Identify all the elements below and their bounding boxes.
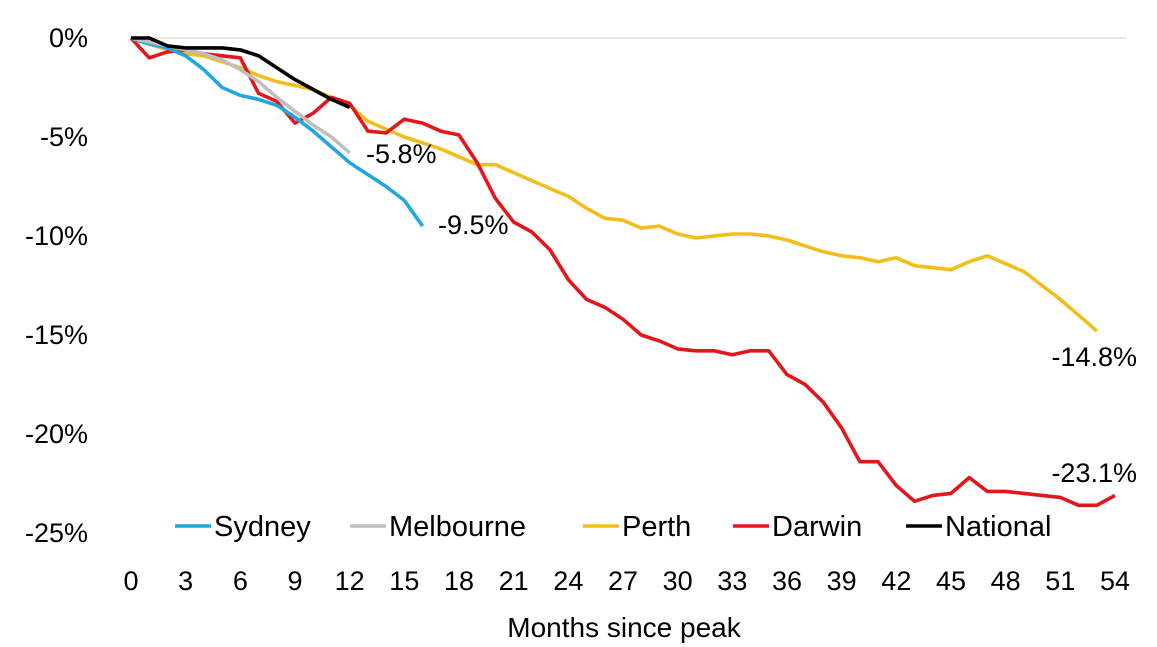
x-tick-label: 12 xyxy=(335,566,365,596)
legend-label-sydney: Sydney xyxy=(214,511,311,543)
x-tick-label: 24 xyxy=(553,566,583,596)
y-tick-label: -15% xyxy=(25,320,88,350)
y-tick-label: -10% xyxy=(25,221,88,251)
end-labels: -9.5% -5.8% -14.8% -23.1% xyxy=(366,139,1137,488)
x-tick-label: 48 xyxy=(991,566,1021,596)
legend: Sydney Melbourne Perth Darwin National xyxy=(175,511,1051,543)
y-tick-label: 0% xyxy=(49,23,88,53)
x-axis-ticks: 0 3 6 9 12 15 18 21 24 27 30 33 36 39 42 45 48 51 54 xyxy=(123,566,1130,596)
x-tick-label: 45 xyxy=(936,566,966,596)
x-tick-label: 54 xyxy=(1100,566,1130,596)
x-tick-label: 9 xyxy=(287,566,302,596)
series-line-perth xyxy=(130,36,1098,333)
legend-label-melbourne: Melbourne xyxy=(389,511,526,543)
y-tick-label: -20% xyxy=(25,419,88,449)
end-label-melbourne: -5.8% xyxy=(366,139,437,169)
series-line-sydney xyxy=(130,36,425,228)
end-label-perth: -14.8% xyxy=(1051,342,1137,372)
x-tick-label: 30 xyxy=(663,566,693,596)
y-tick-label: -5% xyxy=(40,122,88,152)
x-tick-label: 3 xyxy=(178,566,193,596)
x-tick-label: 0 xyxy=(123,566,138,596)
x-tick-label: 42 xyxy=(881,566,911,596)
x-tick-label: 36 xyxy=(772,566,802,596)
y-tick-label: -25% xyxy=(25,518,88,548)
x-tick-label: 21 xyxy=(499,566,529,596)
legend-label-perth: Perth xyxy=(622,511,691,543)
x-axis-title: Months since peak xyxy=(507,612,741,643)
legend-label-darwin: Darwin xyxy=(772,511,862,543)
x-tick-label: 33 xyxy=(717,566,747,596)
x-tick-label: 6 xyxy=(233,566,248,596)
end-label-sydney: -9.5% xyxy=(438,210,509,240)
x-tick-label: 51 xyxy=(1045,566,1075,596)
y-axis-ticks: 0% -5% -10% -15% -20% -25% xyxy=(25,23,88,548)
x-tick-label: 15 xyxy=(389,566,419,596)
x-tick-label: 18 xyxy=(444,566,474,596)
legend-label-national: National xyxy=(945,511,1051,543)
series-line-darwin xyxy=(129,36,1116,508)
series-layer xyxy=(129,36,1116,508)
end-label-darwin: -23.1% xyxy=(1051,458,1137,488)
series-line-national xyxy=(131,36,351,109)
x-tick-label: 39 xyxy=(827,566,857,596)
x-tick-label: 27 xyxy=(608,566,638,596)
